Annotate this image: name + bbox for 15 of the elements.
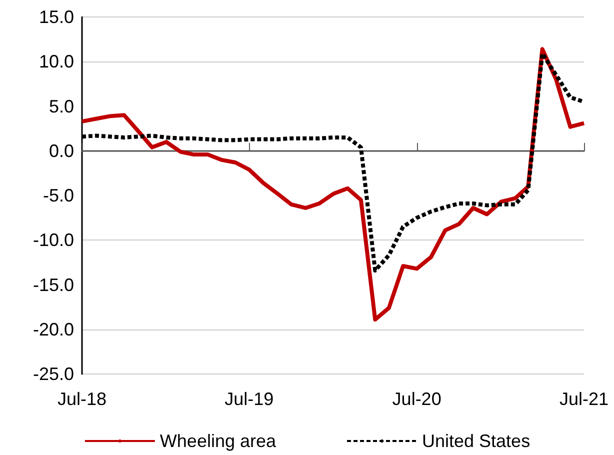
x-tick-label: Jul-19 bbox=[224, 389, 274, 409]
y-tick-label: -15.0 bbox=[32, 274, 74, 295]
x-tick-label: Jul-20 bbox=[392, 389, 442, 409]
y-tick-label: -10.0 bbox=[32, 230, 74, 250]
x-tick-label: Jul-18 bbox=[57, 389, 107, 409]
x-tick-label: Jul-21 bbox=[559, 389, 609, 409]
y-tick-label: 0.0 bbox=[48, 140, 74, 161]
y-tick-label: 15.0 bbox=[38, 7, 74, 27]
y-tick-label: 5.0 bbox=[48, 96, 74, 116]
y-tick-label: 10.0 bbox=[38, 52, 74, 72]
legend-label: United States bbox=[422, 431, 530, 451]
y-tick-label: -5.0 bbox=[42, 186, 74, 206]
y-tick-label: -20.0 bbox=[32, 319, 74, 340]
legend-label: Wheeling area bbox=[160, 431, 277, 451]
y-tick-label: -25.0 bbox=[32, 364, 74, 384]
